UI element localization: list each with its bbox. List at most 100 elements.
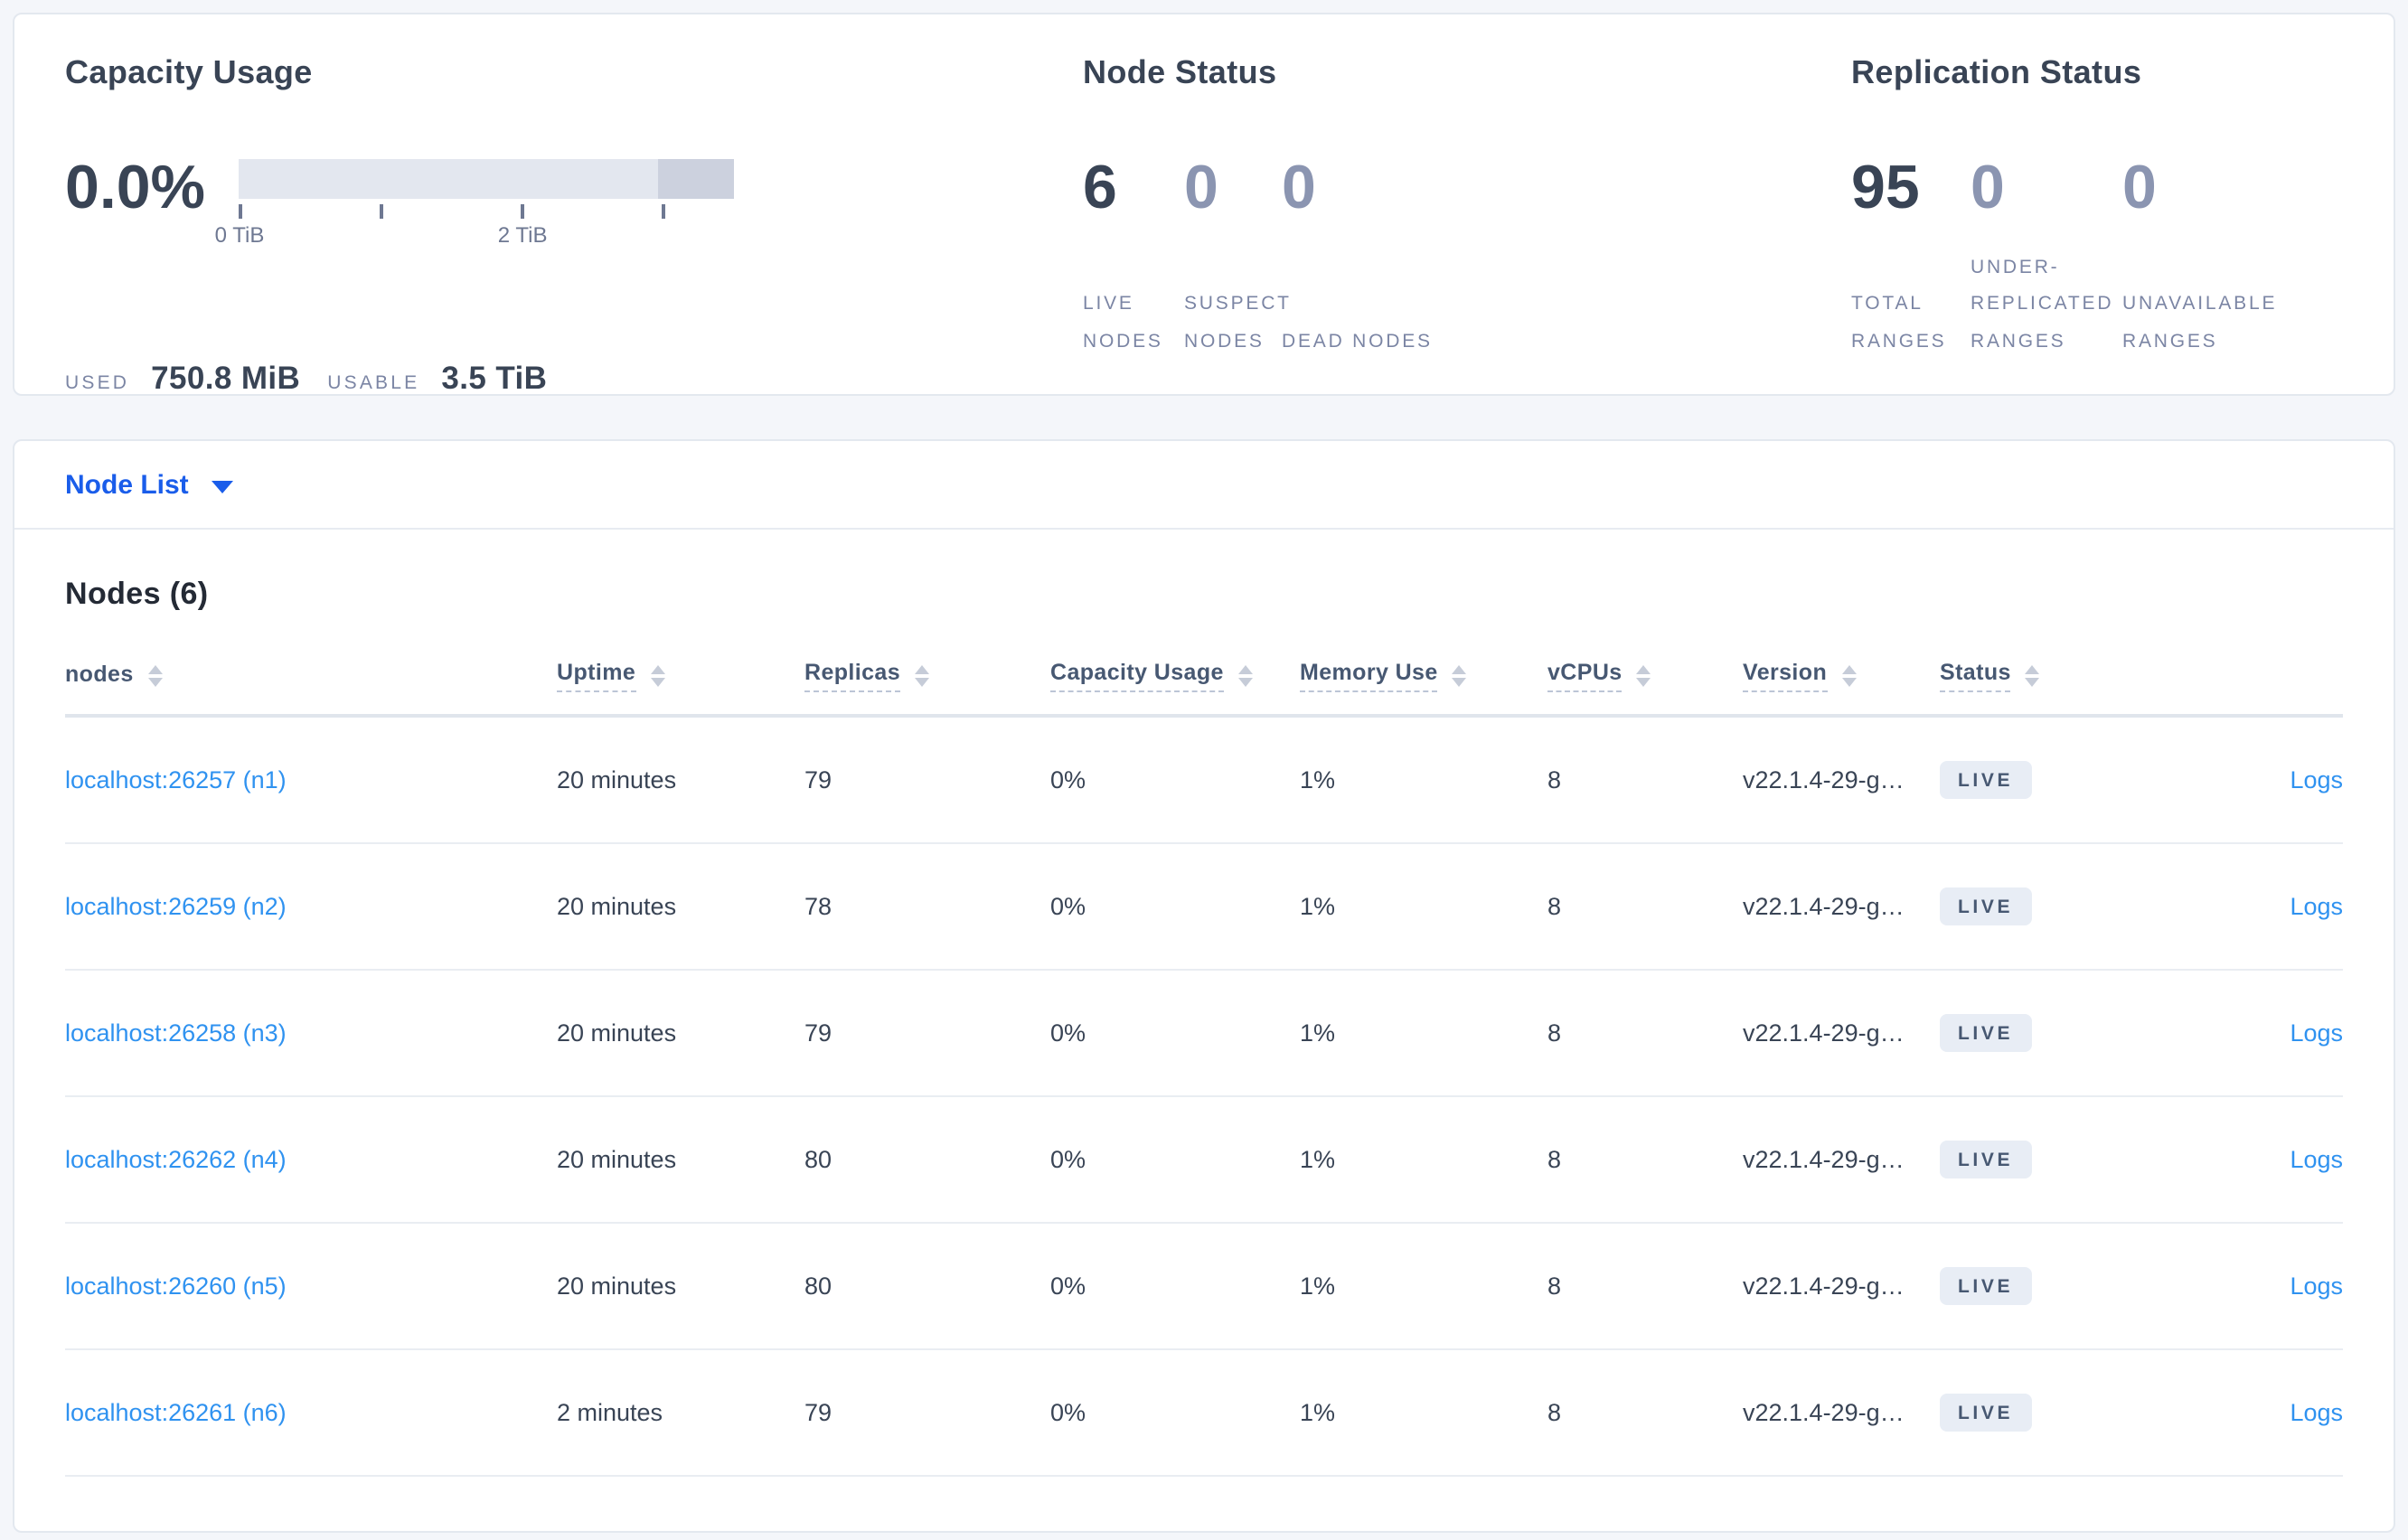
node-address-link[interactable]: localhost:26260 (n5) bbox=[65, 1272, 287, 1300]
status-cell: LIVE bbox=[1940, 887, 2139, 925]
status-badge: LIVE bbox=[1940, 1014, 2032, 1052]
node-status-stat-label: SUSPECT NODES bbox=[1184, 293, 1292, 352]
replication-stat-value: 0 bbox=[2122, 154, 2157, 222]
column-header-version[interactable]: Version bbox=[1743, 660, 1940, 692]
column-header-label: vCPUs bbox=[1547, 660, 1623, 692]
uptime-cell: 20 minutes bbox=[557, 893, 677, 920]
cluster-summary-card: Capacity Usage 0.0% 0 TiB 2 TiB USED 750.… bbox=[13, 13, 2395, 396]
node-address-cell: localhost:26258 (n3) bbox=[65, 1019, 557, 1047]
sort-icon[interactable] bbox=[915, 665, 930, 687]
node-status-stat-value: 0 bbox=[1184, 154, 1218, 222]
node-address-link[interactable]: localhost:26259 (n2) bbox=[65, 893, 287, 920]
replicas-cell: 80 bbox=[804, 1272, 832, 1300]
logs-cell: Logs bbox=[2139, 1019, 2343, 1047]
memory_use-cell: 1% bbox=[1300, 1272, 1336, 1300]
sort-icon[interactable] bbox=[1237, 665, 1253, 687]
capacity-axis-ticks bbox=[238, 204, 733, 222]
replication-status-title: Replication Status bbox=[1851, 54, 2142, 90]
node-list-dropdown[interactable]: Node List bbox=[65, 469, 189, 500]
logs-cell: Logs bbox=[2139, 1272, 2343, 1300]
used-value: 750.8 MiB bbox=[151, 360, 301, 396]
vcpus-cell: 8 bbox=[1547, 893, 1562, 920]
capacity-usage-panel: Capacity Usage 0.0% 0 TiB 2 TiB USED 750.… bbox=[65, 54, 1083, 398]
column-header-capacity_usage[interactable]: Capacity Usage bbox=[1050, 660, 1300, 692]
node-address-cell: localhost:26259 (n2) bbox=[65, 893, 557, 920]
node-address-link[interactable]: localhost:26258 (n3) bbox=[65, 1019, 287, 1047]
node-status-stat: 0 DEAD NODES bbox=[1282, 157, 1499, 360]
vcpus-cell: 8 bbox=[1547, 1146, 1562, 1173]
capacity-axis-tick-label: 2 TiB bbox=[497, 222, 548, 248]
nodes-heading: Nodes (6) bbox=[65, 577, 209, 611]
node-address-link[interactable]: localhost:26261 (n6) bbox=[65, 1399, 287, 1426]
logs-cell: Logs bbox=[2139, 893, 2343, 920]
replication-stat: 0 UNAVAILABLE RANGES bbox=[2122, 157, 2357, 360]
logs-link[interactable]: Logs bbox=[2290, 893, 2343, 920]
node-address-cell: localhost:26262 (n4) bbox=[65, 1146, 557, 1173]
status-cell: LIVE bbox=[1940, 1394, 2139, 1432]
sort-icon[interactable] bbox=[147, 665, 163, 687]
column-header-uptime[interactable]: Uptime bbox=[557, 660, 804, 692]
column-header-label: Uptime bbox=[557, 660, 636, 692]
column-header-address[interactable]: nodes bbox=[65, 661, 557, 691]
version-cell: v22.1.4-29-g… bbox=[1743, 1399, 1905, 1426]
uptime-cell: 2 minutes bbox=[557, 1399, 663, 1426]
sort-icon[interactable] bbox=[1452, 665, 1467, 687]
used-label: USED bbox=[65, 372, 130, 394]
column-header-status[interactable]: Status bbox=[1940, 660, 2139, 692]
column-header-replicas[interactable]: Replicas bbox=[804, 660, 1050, 692]
vcpus-cell: 8 bbox=[1547, 766, 1562, 793]
logs-link[interactable]: Logs bbox=[2290, 1019, 2343, 1047]
capacity-axis-tick bbox=[662, 204, 666, 219]
memory_use-cell: 1% bbox=[1300, 1399, 1336, 1426]
replication-stat-label: TOTAL RANGES bbox=[1851, 293, 1947, 352]
column-header-label: nodes bbox=[65, 661, 134, 686]
capacity_usage-cell: 0% bbox=[1050, 1272, 1086, 1300]
sort-icon[interactable] bbox=[1636, 665, 1651, 687]
node-address-link[interactable]: localhost:26262 (n4) bbox=[65, 1146, 287, 1173]
logs-link[interactable]: Logs bbox=[2290, 1146, 2343, 1173]
sort-icon[interactable] bbox=[1841, 665, 1857, 687]
status-cell: LIVE bbox=[1940, 1267, 2139, 1305]
view-selector-bar: Node List bbox=[14, 441, 2394, 530]
logs-link[interactable]: Logs bbox=[2290, 766, 2343, 793]
vcpus-cell: 8 bbox=[1547, 1019, 1562, 1047]
status-cell: LIVE bbox=[1940, 1014, 2139, 1052]
replication-stat-value: 95 bbox=[1851, 154, 1920, 222]
sort-icon[interactable] bbox=[650, 665, 665, 687]
table-row: localhost:26262 (n4) 20 minutes 80 0% 1% 8 v22… bbox=[65, 1097, 2343, 1224]
sort-icon[interactable] bbox=[2025, 665, 2040, 687]
logs-cell: Logs bbox=[2139, 766, 2343, 793]
node-list-card: Node List Nodes (6) nodes Uptime Replicas C… bbox=[13, 439, 2395, 1533]
capacity-axis-tick bbox=[379, 204, 383, 219]
node-status-stat-label: DEAD NODES bbox=[1282, 330, 1433, 352]
memory_use-cell: 1% bbox=[1300, 1146, 1336, 1173]
node-status-stat-value: 0 bbox=[1282, 154, 1316, 222]
column-header-vcpus[interactable]: vCPUs bbox=[1547, 660, 1743, 692]
logs-link[interactable]: Logs bbox=[2290, 1272, 2343, 1300]
node-address-link[interactable]: localhost:26257 (n1) bbox=[65, 766, 287, 793]
uptime-cell: 20 minutes bbox=[557, 1146, 677, 1173]
memory_use-cell: 1% bbox=[1300, 766, 1336, 793]
nodes-table-section: Nodes (6) nodes Uptime Replicas Capacity Us… bbox=[14, 530, 2394, 1522]
chevron-down-icon[interactable] bbox=[212, 480, 234, 493]
vcpus-cell: 8 bbox=[1547, 1399, 1562, 1426]
column-header-memory_use[interactable]: Memory Use bbox=[1300, 660, 1547, 692]
node-status-stat: 6 LIVE NODES bbox=[1083, 157, 1184, 360]
replicas-cell: 78 bbox=[804, 893, 832, 920]
capacity-axis-tick bbox=[238, 204, 241, 219]
table-row: localhost:26259 (n2) 20 minutes 78 0% 1% 8 v22… bbox=[65, 844, 2343, 971]
capacity-axis-tick bbox=[521, 204, 525, 219]
table-row: localhost:26261 (n6) 2 minutes 79 0% 1% 8 v22.… bbox=[65, 1350, 2343, 1477]
replicas-cell: 79 bbox=[804, 1019, 832, 1047]
replicas-cell: 79 bbox=[804, 766, 832, 793]
capacity_usage-cell: 0% bbox=[1050, 893, 1086, 920]
table-row: localhost:26257 (n1) 20 minutes 79 0% 1% 8 v22… bbox=[65, 718, 2343, 844]
replication-stat-label: UNAVAILABLE RANGES bbox=[2122, 293, 2278, 352]
column-header-label: Version bbox=[1743, 660, 1828, 692]
status-badge: LIVE bbox=[1940, 1394, 2032, 1432]
logs-link[interactable]: Logs bbox=[2290, 1399, 2343, 1426]
version-cell: v22.1.4-29-g… bbox=[1743, 1146, 1905, 1173]
version-cell: v22.1.4-29-g… bbox=[1743, 893, 1905, 920]
replicas-cell: 79 bbox=[804, 1399, 832, 1426]
